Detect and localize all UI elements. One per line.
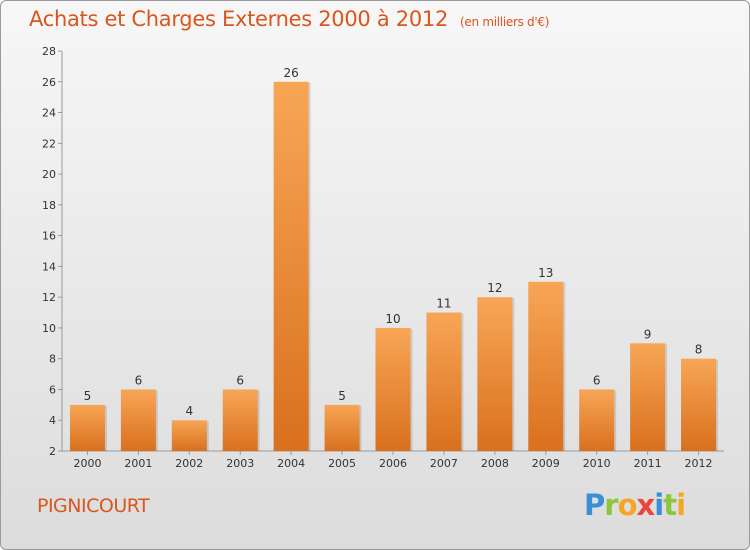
y-tick-label: 22: [42, 137, 56, 150]
bar-value-label: 5: [84, 389, 92, 403]
chart-title: Achats et Charges Externes 2000 à 2012 (e…: [29, 7, 549, 31]
bar-2007: [426, 312, 462, 451]
chart-subtitle: (en milliers d'€): [460, 15, 550, 29]
y-tick-label: 10: [42, 322, 56, 335]
bar-2001: [120, 389, 156, 451]
bar-2005: [324, 404, 360, 451]
y-tick-label: 16: [42, 230, 56, 243]
y-tick-label: 4: [49, 414, 56, 427]
x-tick-label: 2000: [73, 457, 101, 470]
x-tick-label: 2010: [583, 457, 611, 470]
logo-letter: P: [584, 488, 605, 522]
x-tick-label: 2001: [124, 457, 152, 470]
x-tick-label: 2003: [226, 457, 254, 470]
bar-2003: [222, 389, 258, 451]
bar-2000: [69, 404, 105, 451]
logo-letter: x: [636, 488, 656, 522]
bar-value-label: 6: [593, 373, 601, 387]
x-tick-label: 2005: [328, 457, 356, 470]
logo-letter: i: [654, 488, 664, 522]
x-tick-label: 2012: [685, 457, 713, 470]
chart-title-text: Achats et Charges Externes 2000 à 2012: [29, 7, 449, 31]
bar-value-label: 12: [487, 281, 502, 295]
bar-value-label: 4: [185, 404, 193, 418]
x-tick-label: 2004: [277, 457, 305, 470]
bar-2012: [681, 358, 717, 451]
y-tick-label: 2: [49, 445, 56, 458]
x-tick-label: 2008: [481, 457, 509, 470]
bar-value-label: 5: [338, 389, 346, 403]
x-tick-label: 2011: [634, 457, 662, 470]
bar-2009: [528, 281, 564, 451]
y-tick-label: 14: [42, 260, 56, 273]
x-tick-label: 2009: [532, 457, 560, 470]
x-tick-label: 2007: [430, 457, 458, 470]
bar-value-label: 11: [436, 297, 451, 311]
chart-labels: 2468101214161820222426285200062001420026…: [42, 45, 713, 470]
y-tick-label: 20: [42, 168, 56, 181]
logo-letter: r: [604, 488, 618, 522]
y-tick-label: 26: [42, 76, 56, 89]
x-tick-label: 2002: [175, 457, 203, 470]
logo-letter: t: [663, 488, 677, 522]
bar-value-label: 8: [695, 343, 703, 357]
y-tick-label: 28: [42, 45, 56, 58]
x-tick-label: 2006: [379, 457, 407, 470]
bar-value-label: 26: [284, 66, 299, 80]
bar-2010: [579, 389, 615, 451]
bar-value-label: 13: [538, 266, 553, 280]
bar-2002: [171, 420, 207, 451]
y-tick-label: 8: [49, 353, 56, 366]
bar-value-label: 6: [236, 373, 244, 387]
y-tick-label: 6: [49, 383, 56, 396]
bar-2011: [630, 343, 666, 451]
proxiti-logo[interactable]: Proxiti: [584, 488, 686, 522]
logo-letter: o: [617, 488, 638, 522]
bar-2008: [477, 297, 513, 451]
bar-value-label: 10: [385, 312, 400, 326]
y-tick-label: 24: [42, 107, 56, 120]
bar-value-label: 6: [135, 373, 143, 387]
y-tick-label: 18: [42, 199, 56, 212]
bar-2006: [375, 327, 411, 451]
bar-2004: [273, 81, 309, 452]
y-tick-label: 12: [42, 291, 56, 304]
logo-letter: i: [676, 488, 686, 522]
bar-value-label: 9: [644, 327, 652, 341]
commune-name: PIGNICOURT: [37, 495, 150, 517]
chart-bars: [69, 81, 719, 452]
